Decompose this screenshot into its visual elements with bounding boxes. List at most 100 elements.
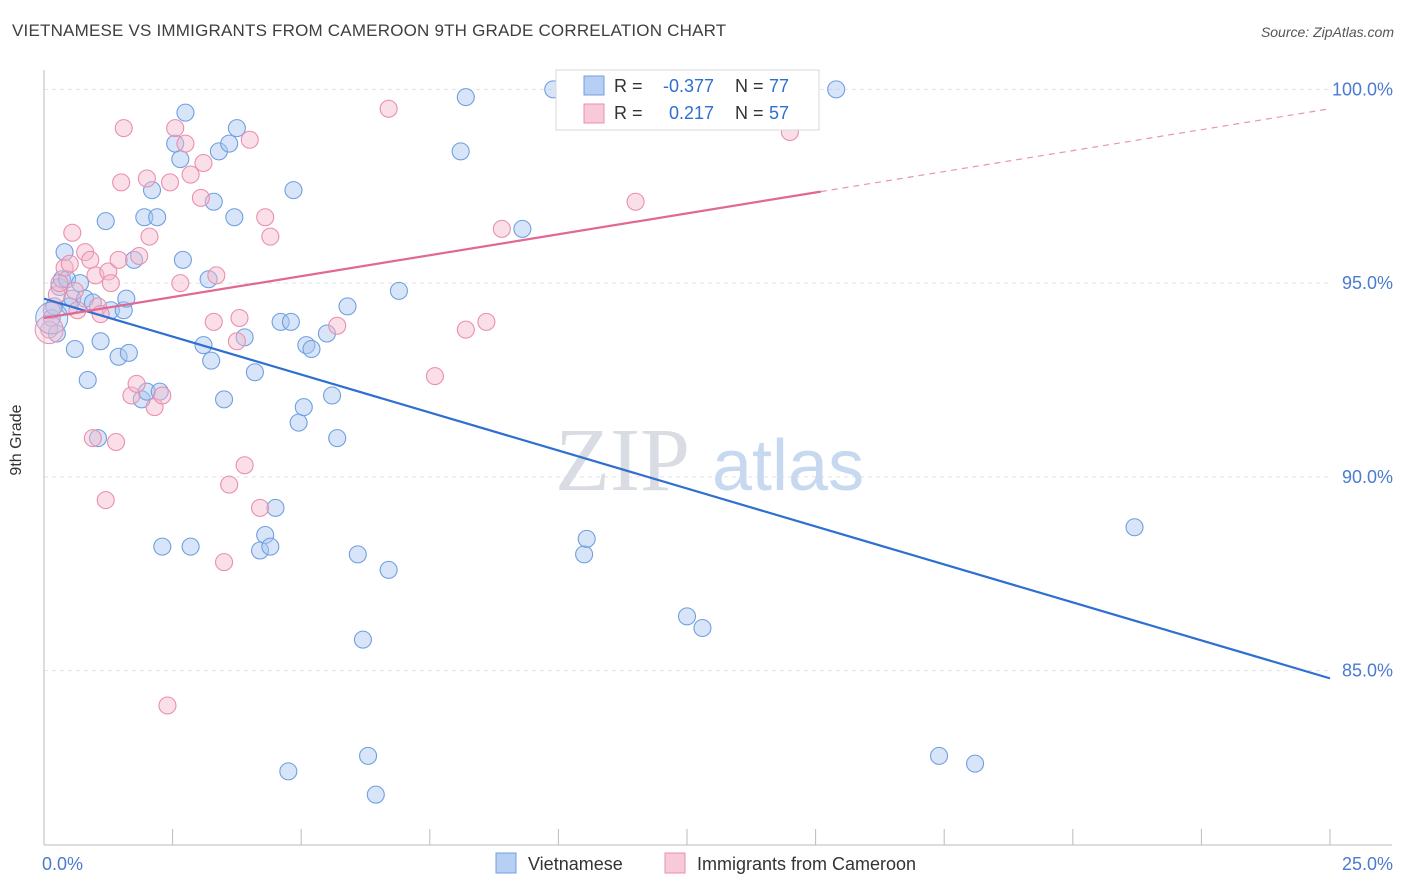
point-vietnamese xyxy=(65,339,84,359)
point-cameroon xyxy=(456,320,475,339)
point-cameroon xyxy=(83,429,102,448)
trend-line-cameroon xyxy=(43,190,821,320)
point-cameroon xyxy=(34,315,64,345)
point-vietnamese xyxy=(353,630,372,649)
point-vietnamese xyxy=(271,312,290,331)
point-vietnamese xyxy=(96,212,115,231)
point-vietnamese xyxy=(214,390,234,409)
point-cameroon xyxy=(379,99,398,118)
point-vietnamese xyxy=(289,413,308,432)
point-cameroon xyxy=(425,367,444,386)
point-cameroon xyxy=(140,227,159,246)
point-cameroon xyxy=(65,281,84,300)
point-cameroon xyxy=(101,274,120,293)
point-cameroon xyxy=(158,696,177,715)
y-tick-label: 95.0% xyxy=(1342,273,1393,293)
legend-label-vietnamese: Vietnamese xyxy=(528,854,623,874)
point-cameroon xyxy=(227,332,246,351)
point-vietnamese xyxy=(281,312,300,331)
point-vietnamese xyxy=(225,208,244,227)
point-vietnamese xyxy=(827,80,846,99)
point-vietnamese xyxy=(379,560,398,579)
point-cameroon xyxy=(235,456,254,475)
stats-legend: R = -0.377 N = 77 R = 0.217 N = 57 xyxy=(555,69,820,131)
point-vietnamese xyxy=(1125,518,1144,537)
x-tick-label: 25.0% xyxy=(1342,854,1393,874)
point-cameroon xyxy=(81,250,100,269)
point-vietnamese xyxy=(202,351,221,370)
point-vietnamese xyxy=(119,343,138,362)
point-cameroon xyxy=(256,208,275,227)
point-vietnamese xyxy=(137,382,156,401)
point-vietnamese xyxy=(173,250,192,269)
point-vietnamese xyxy=(389,281,408,300)
n-value-vietnamese: 77 xyxy=(769,76,789,96)
point-cameroon xyxy=(176,134,195,153)
svg-text:R =: R = xyxy=(614,76,643,96)
tick-labels: 85.0% 90.0% 95.0% 100.0% 0.0% 25.0% xyxy=(42,79,1393,874)
point-cameroon xyxy=(250,498,270,517)
point-vietnamese xyxy=(323,386,342,405)
point-cameroon xyxy=(106,432,126,452)
point-vietnamese xyxy=(256,525,275,545)
point-cameroon xyxy=(207,266,226,285)
y-tick-label: 90.0% xyxy=(1342,467,1393,487)
point-cameroon xyxy=(96,491,115,510)
point-cameroon xyxy=(112,173,131,192)
data-points xyxy=(34,80,1144,804)
point-vietnamese xyxy=(693,618,712,638)
point-cameroon xyxy=(181,165,200,184)
point-vietnamese xyxy=(181,537,200,556)
point-vietnamese xyxy=(171,150,190,169)
axes xyxy=(43,70,1392,846)
point-cameroon xyxy=(328,316,347,335)
point-vietnamese xyxy=(348,545,367,564)
point-vietnamese xyxy=(245,363,264,382)
series-legend: Vietnamese Immigrants from Cameroon xyxy=(495,852,916,874)
point-vietnamese xyxy=(88,429,108,448)
point-vietnamese xyxy=(142,181,162,200)
point-vietnamese xyxy=(261,537,280,556)
point-cameroon xyxy=(626,192,645,211)
source-label: Source: ZipAtlas.com xyxy=(1260,24,1394,40)
y-tick-label: 100.0% xyxy=(1332,79,1393,99)
point-vietnamese xyxy=(456,88,475,107)
chart-title: VIETNAMESE VS IMMIGRANTS FROM CAMEROON 9… xyxy=(12,21,727,40)
point-vietnamese xyxy=(91,332,110,351)
point-cameroon xyxy=(171,274,190,293)
y-tick-label: 85.0% xyxy=(1342,661,1393,681)
n-value-cameroon: 57 xyxy=(769,103,789,123)
point-vietnamese xyxy=(451,142,470,161)
point-vietnamese xyxy=(577,529,596,548)
point-cameroon xyxy=(492,219,511,238)
point-vietnamese xyxy=(359,746,378,765)
point-cameroon xyxy=(220,475,239,494)
point-vietnamese xyxy=(279,762,298,781)
point-cameroon xyxy=(191,188,210,207)
point-vietnamese xyxy=(930,746,949,765)
svg-text:R =: R = xyxy=(614,103,643,123)
point-vietnamese xyxy=(266,498,285,517)
point-cameroon xyxy=(230,308,249,328)
point-vietnamese xyxy=(227,119,246,138)
point-cameroon xyxy=(137,169,156,188)
svg-text:N =: N = xyxy=(735,103,764,123)
watermark-atlas: atlas xyxy=(712,426,864,506)
point-cameroon xyxy=(60,254,79,273)
point-cameroon xyxy=(114,119,133,138)
point-vietnamese xyxy=(55,243,74,262)
legend-swatch-cameroon-bottom xyxy=(664,852,686,874)
r-value-cameroon: 0.217 xyxy=(669,103,714,123)
point-cameroon xyxy=(109,250,128,269)
trend-lines xyxy=(43,108,1331,680)
point-cameroon xyxy=(261,227,280,246)
point-vietnamese xyxy=(220,134,239,153)
point-vietnamese xyxy=(317,324,336,343)
point-cameroon xyxy=(50,274,69,293)
point-vietnamese xyxy=(209,142,228,161)
point-vietnamese xyxy=(284,181,303,200)
point-cameroon xyxy=(477,312,496,331)
point-vietnamese xyxy=(135,208,154,227)
watermark-zip: ZIP xyxy=(555,411,690,510)
